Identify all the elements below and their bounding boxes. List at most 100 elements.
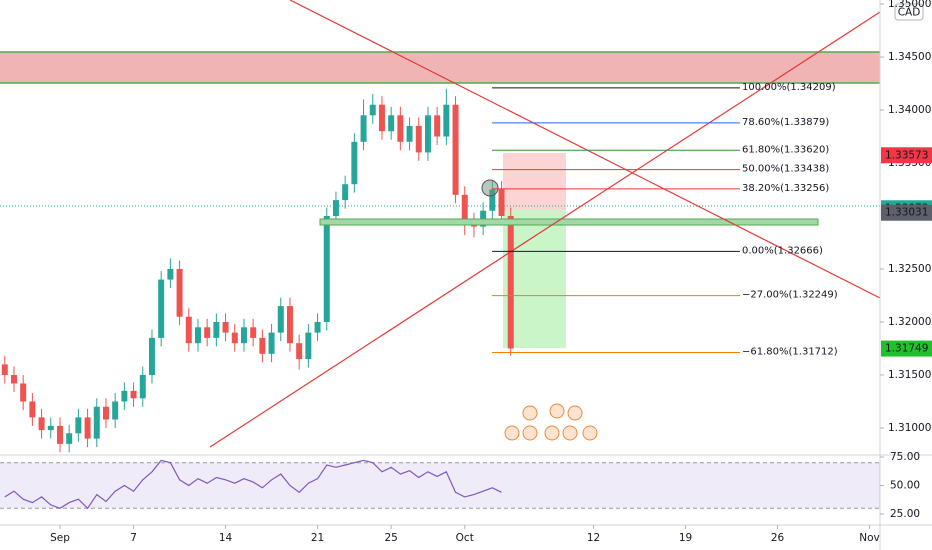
trend-line-up (209, 11, 881, 448)
candle-body (139, 374, 146, 399)
fib-label: 61.80%(1.33620) (742, 144, 829, 155)
candle-body (296, 343, 303, 360)
currency-badge (894, 3, 924, 21)
event-icon (522, 425, 538, 441)
drawings-over: 100.00%(1.34209) 78.60%(1.33879) 61.80%(1.… (209, 0, 881, 448)
candle-body (158, 279, 165, 338)
candle-body (240, 327, 247, 344)
candle-body (498, 189, 505, 217)
fib-label: −27.00%(1.32249) (742, 290, 838, 301)
candle-body (489, 189, 496, 211)
event-markers (504, 403, 598, 441)
entry-marker (481, 179, 499, 197)
candle-body (38, 417, 45, 431)
candle-body (351, 141, 358, 185)
candle-body (305, 332, 312, 360)
candle-body (268, 332, 275, 354)
candle-body (424, 115, 431, 153)
y-tick-label: 1.34000 (888, 104, 931, 116)
price-tag-label: 1.33031 (885, 207, 928, 219)
x-tick-label: 14 (219, 532, 233, 544)
fib-label: 0.00%(1.32666) (742, 245, 823, 256)
candle-body (406, 125, 413, 142)
candle-body (75, 417, 82, 434)
candle-body (507, 216, 514, 349)
candle-body (148, 337, 155, 375)
candle-body (461, 194, 468, 222)
x-tick-label: Nov (859, 532, 880, 544)
candle-body (102, 406, 109, 420)
y-tick-label: 1.35000 (888, 0, 931, 10)
candle-body (286, 306, 293, 344)
event-icon (582, 425, 598, 441)
event-icon (567, 405, 583, 421)
candle-body (204, 327, 211, 338)
candle-body (222, 321, 229, 333)
y-tick-label: 1.34500 (888, 51, 931, 63)
trend-line-down (289, 0, 881, 299)
candle-body (194, 327, 201, 344)
y-tick-label: 1.32000 (888, 316, 931, 328)
fib-label: 50.00%(1.33438) (742, 164, 829, 175)
x-tick-label: 12 (587, 532, 600, 544)
candle-body (121, 390, 128, 402)
y-tick-label: 1.31500 (888, 369, 931, 381)
rsi-tick-label: 50.00 (890, 479, 920, 491)
event-icon (504, 425, 520, 441)
fib-label: 78.60%(1.33879) (742, 117, 829, 128)
candle-body (415, 125, 422, 153)
candle-body (259, 337, 266, 354)
event-icon (562, 425, 578, 441)
candle-body (29, 401, 36, 418)
price-tag (881, 147, 932, 164)
candle-body (167, 268, 174, 280)
candle-body (369, 104, 376, 116)
candle-body (332, 200, 339, 217)
candle-body (213, 321, 220, 338)
candle-body (130, 390, 137, 399)
x-tick-label: 25 (384, 532, 397, 544)
rsi-band-fill (0, 462, 880, 509)
price-tag-label: 1.33573 (885, 149, 928, 161)
x-tick-label: Sep (50, 532, 70, 544)
stop-zone (503, 153, 566, 210)
x-tick-label: 19 (679, 532, 692, 544)
candle-body (342, 184, 349, 201)
resistance-zone (0, 52, 880, 83)
candle-body (84, 417, 91, 439)
y-tick-label: 1.31000 (888, 422, 931, 434)
candle-body (66, 433, 73, 444)
rsi-tick-label: 75.00 (890, 451, 920, 463)
candle-body (93, 406, 100, 439)
candles (1, 88, 514, 453)
price-tag (881, 204, 932, 221)
candle-body (434, 115, 441, 137)
x-tick-label: 21 (311, 532, 324, 544)
candle-body (112, 401, 119, 420)
candle-body (378, 104, 385, 132)
candle-body (47, 425, 54, 431)
candle-body (10, 374, 17, 384)
support-band (319, 218, 819, 226)
x-tick-label: 7 (130, 532, 137, 544)
rsi-tick-label: 25.00 (890, 508, 920, 520)
fib-label: 100.00%(1.34209) (742, 82, 836, 93)
candle-body (443, 104, 450, 137)
event-icon (544, 425, 560, 441)
x-tick-label: 26 (771, 532, 785, 544)
y-tick-label: 1.32500 (888, 263, 931, 275)
fib-label: 38.20%(1.33256) (742, 183, 829, 194)
price-tag-label: 1.31749 (885, 343, 928, 355)
candle-body (323, 216, 330, 322)
candle-body (1, 364, 8, 375)
candle-body (250, 327, 257, 338)
currency-label: CAD (898, 7, 921, 19)
x-tick-label: Oct (456, 532, 474, 544)
candle-body (176, 268, 183, 317)
event-icon (549, 403, 565, 419)
candle-body (314, 321, 321, 333)
candle-body (56, 425, 63, 444)
